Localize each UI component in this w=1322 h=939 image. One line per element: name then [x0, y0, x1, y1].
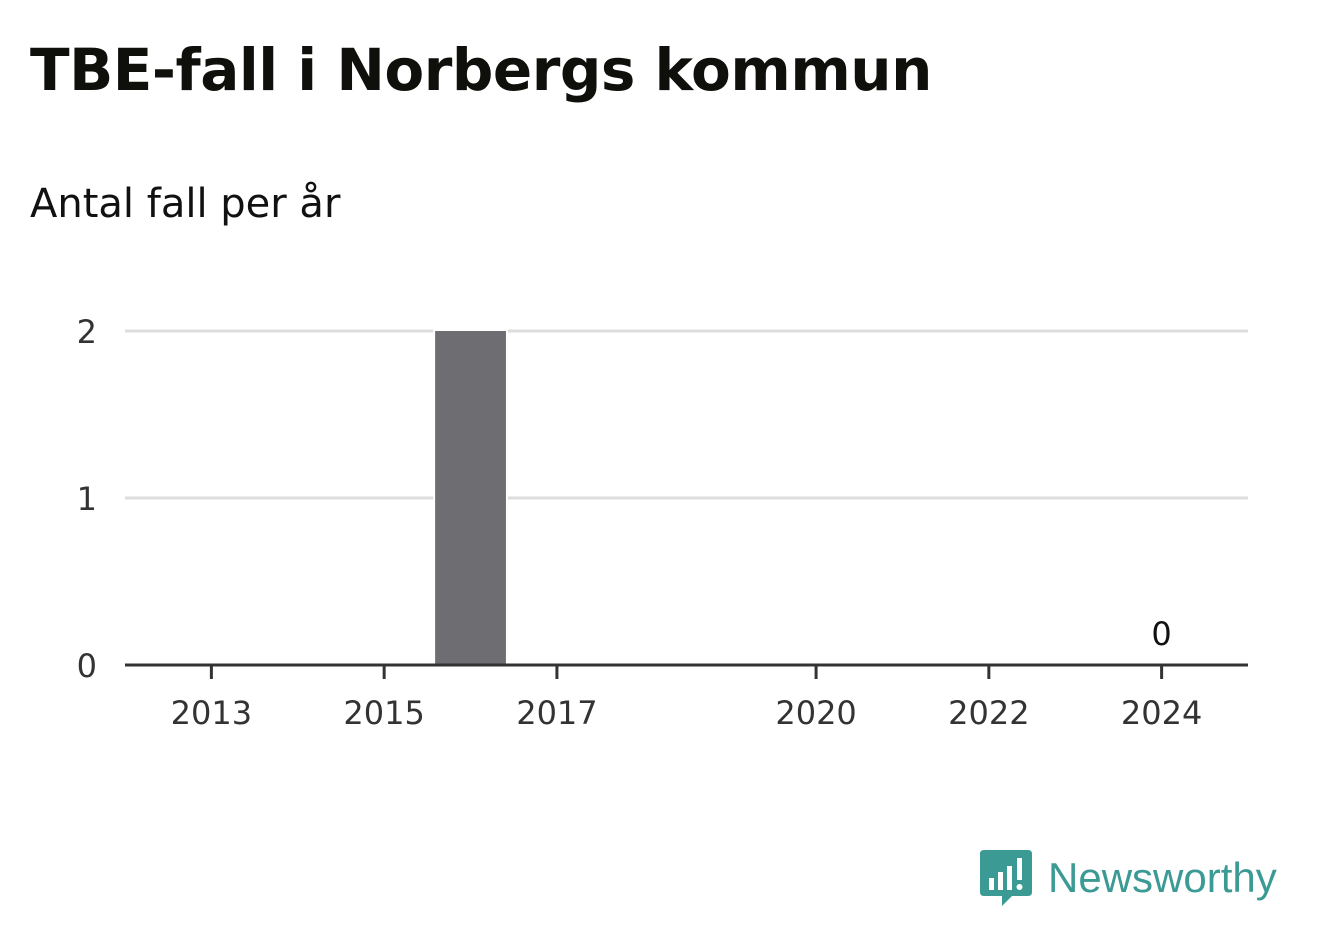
brand-logo: Newsworthy	[980, 848, 1277, 908]
brand-name: Newsworthy	[1048, 854, 1277, 901]
data-label: 0	[1151, 615, 1171, 653]
x-tick-label: 2013	[171, 694, 252, 732]
x-tick-label: 2024	[1121, 694, 1202, 732]
y-tick-label: 2	[77, 313, 97, 351]
bar-2016	[433, 329, 508, 667]
newsworthy-logo-icon	[980, 850, 1032, 906]
x-tick-label: 2020	[775, 694, 856, 732]
x-tick-label: 2022	[948, 694, 1029, 732]
y-tick-label: 0	[77, 647, 97, 685]
x-tick-label: 2017	[516, 694, 597, 732]
y-tick-label: 1	[77, 480, 97, 518]
x-tick-label: 2015	[343, 694, 424, 732]
chart-title: TBE-fall i Norbergs kommun	[30, 36, 932, 104]
chart-subtitle: Antal fall per år	[30, 181, 341, 227]
